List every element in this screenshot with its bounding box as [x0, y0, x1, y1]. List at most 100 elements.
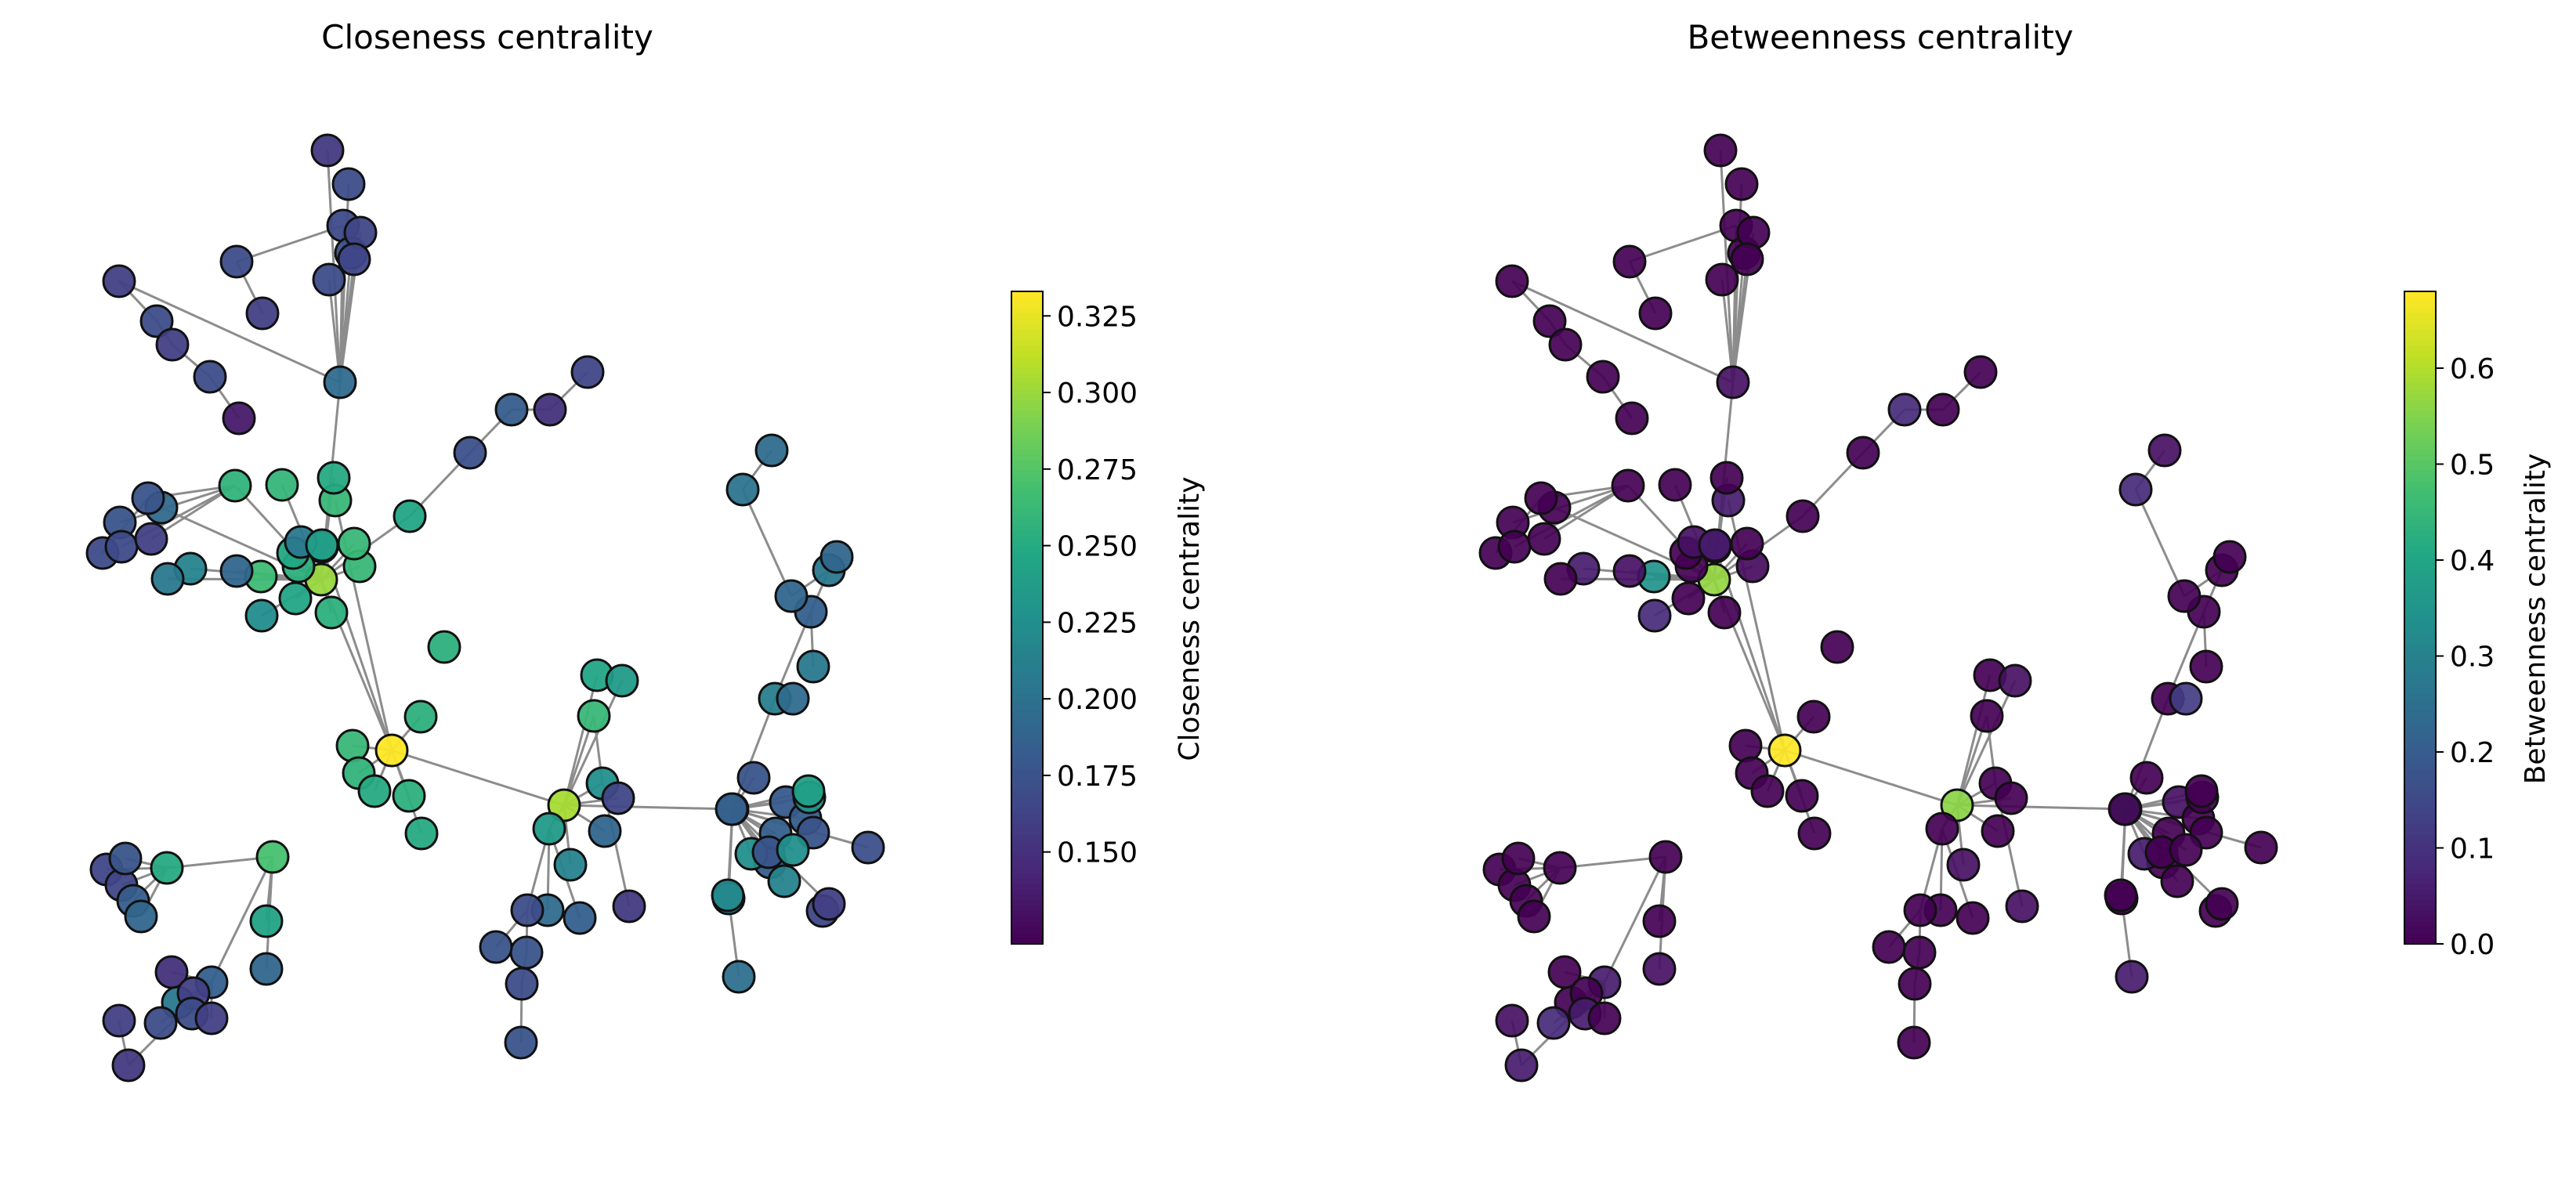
closeness-colorbar-label: Closeness centrality [1174, 476, 1206, 761]
betweenness-node [1524, 481, 1558, 515]
closeness-node [601, 781, 635, 815]
closeness-node [570, 355, 605, 389]
betweenness-edge [1784, 749, 1958, 807]
closeness-colorbar-segment [1011, 666, 1043, 673]
closeness-colorbar-segment [1011, 530, 1043, 537]
betweenness-colorbar-segment [2404, 693, 2436, 700]
closeness-colorbar-segment [1011, 378, 1043, 385]
betweenness-colorbar-segment [2404, 769, 2436, 776]
closeness-node [357, 774, 392, 808]
betweenness-node [1612, 244, 1647, 279]
betweenness-edge [1629, 224, 1737, 263]
betweenness-colorbar-segment [2404, 465, 2436, 472]
betweenness-edge [1731, 258, 1749, 383]
closeness-colorbar-segment [1011, 536, 1043, 542]
closeness-nodes [85, 133, 885, 1083]
betweenness-colorbar-segment [2404, 291, 2436, 298]
closeness-colorbar-segment [1011, 481, 1043, 488]
closeness-colorbar-segment [1011, 743, 1043, 749]
closeness-colorbar-segment [1011, 628, 1043, 634]
betweenness-node [1615, 401, 1649, 436]
closeness-colorbar-segment [1011, 824, 1043, 830]
betweenness-nodes [1478, 133, 2278, 1083]
betweenness-node [1785, 779, 1819, 813]
closeness-colorbar-segment [1011, 797, 1043, 804]
closeness-colorbar-segment [1011, 813, 1043, 819]
closeness-colorbar-segment [1011, 846, 1043, 852]
closeness-colorbar-segment [1011, 573, 1043, 580]
closeness-colorbar-segment [1011, 579, 1043, 586]
closeness-colorbar-segment [1011, 356, 1043, 363]
closeness-node [219, 244, 254, 279]
closeness-colorbar-segment [1011, 688, 1043, 695]
betweenness-node [1796, 699, 1831, 734]
closeness-node [725, 472, 760, 507]
closeness-node [245, 296, 280, 331]
betweenness-colorbar-tick-label: 0.4 [2450, 545, 2495, 577]
betweenness-colorbar-segment [2404, 873, 2436, 880]
betweenness-colorbar-segment [2404, 623, 2436, 629]
betweenness-edges [1494, 150, 2262, 1067]
betweenness-colorbar-segment [2404, 427, 2436, 434]
closeness-node [104, 530, 139, 564]
betweenness-node [1543, 851, 1577, 885]
closeness-edge [327, 279, 342, 383]
betweenness-node [1897, 1025, 1931, 1060]
betweenness-colorbar-tick-label: 0.3 [2450, 642, 2495, 674]
betweenness-node [2167, 579, 2202, 613]
betweenness-colorbar-label: Betweenness centrality [2520, 454, 2552, 785]
betweenness-node [1637, 598, 1672, 633]
closeness-colorbar-segment [1011, 552, 1043, 558]
closeness-colorbar-segment [1011, 754, 1043, 760]
betweenness-node [2147, 433, 2182, 468]
betweenness-colorbar-tick-label: 0.6 [2450, 353, 2495, 385]
betweenness-colorbar-segment [2404, 340, 2436, 347]
betweenness-colorbar-segment [2404, 421, 2436, 428]
closeness-node [219, 554, 254, 588]
closeness-colorbar-segment [1011, 492, 1043, 499]
closeness-colorbar-segment [1011, 351, 1043, 357]
closeness-node [494, 392, 529, 427]
closeness-node [111, 1048, 146, 1083]
closeness-colorbar-segment [1011, 460, 1043, 466]
closeness-colorbar-segment [1011, 340, 1043, 347]
betweenness-node [1527, 522, 1561, 556]
closeness-node [767, 864, 801, 898]
closeness-edge [210, 856, 274, 983]
betweenness-node [1642, 952, 1677, 986]
betweenness-colorbar-segment [2404, 802, 2436, 809]
closeness-colorbar-segment [1011, 519, 1043, 526]
closeness-colorbar-segment [1011, 699, 1043, 706]
closeness-colorbar-segment [1011, 362, 1043, 368]
betweenness-node [1536, 1006, 1571, 1040]
betweenness-colorbar-tick-label: 0.2 [2450, 737, 2495, 769]
closeness-node [124, 899, 158, 934]
closeness-edge [391, 749, 565, 807]
closeness-colorbar-segment [1011, 786, 1043, 793]
closeness-colorbar-tick-label: 0.200 [1057, 684, 1138, 716]
betweenness-node [1517, 899, 1551, 934]
betweenness-node [2212, 540, 2247, 574]
betweenness-node [1994, 781, 2028, 815]
betweenness-node [1785, 499, 1820, 533]
betweenness-edge [1559, 855, 1666, 869]
closeness-colorbar-segment [1011, 933, 1043, 939]
betweenness-colorbar-segment [2404, 410, 2436, 417]
betweenness-colorbar-segment [2404, 416, 2436, 423]
closeness-colorbar-tick-label: 0.275 [1057, 454, 1138, 486]
closeness-edge [338, 258, 356, 383]
closeness-colorbar-segment [1011, 867, 1043, 874]
closeness-colorbar-segment [1011, 584, 1043, 591]
betweenness-colorbar-segment [2404, 296, 2436, 303]
closeness-colorbar-segment [1011, 671, 1043, 678]
closeness-colorbar-segment [1011, 394, 1043, 401]
betweenness-colorbar-segment [2404, 628, 2436, 634]
closeness-colorbar-segment [1011, 367, 1043, 374]
betweenness-colorbar-segment [2404, 486, 2436, 493]
closeness-colorbar-segment [1011, 905, 1043, 912]
closeness-node [393, 499, 427, 533]
betweenness-node [2189, 649, 2223, 684]
closeness-colorbar-segment [1011, 835, 1043, 841]
betweenness-colorbar-segment [2404, 525, 2436, 532]
closeness-colorbar-segment [1011, 563, 1043, 569]
